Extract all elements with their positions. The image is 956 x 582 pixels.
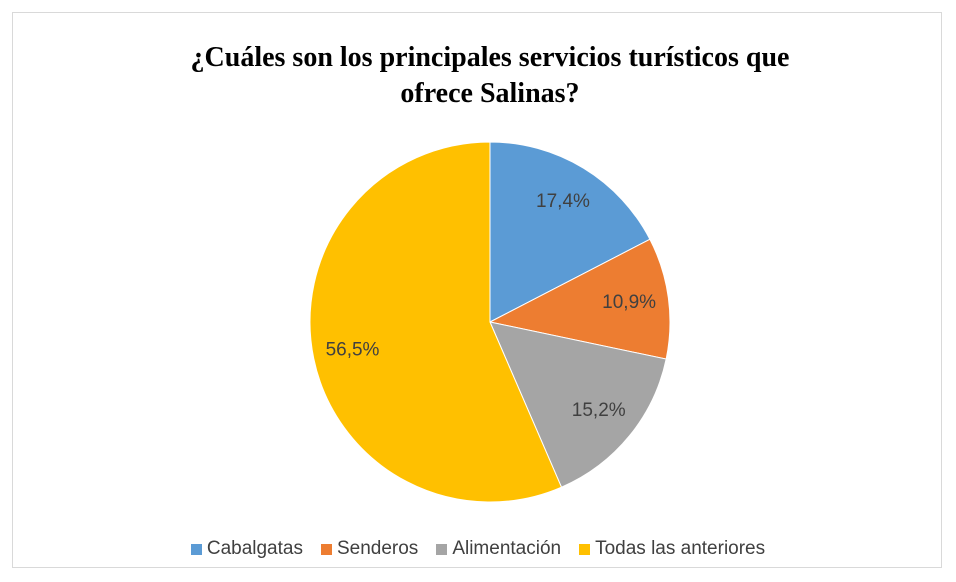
legend-swatch [436,543,448,555]
legend-swatch [579,543,591,555]
legend: Cabalgatas Senderos Alimentación Todas las … [0,538,956,560]
pie-slice [488,238,671,360]
data-label: 15,2% [572,400,626,421]
legend-item: Cabalgatas [190,538,303,560]
legend-label: Cabalgatas [206,538,303,559]
legend-swatch [190,543,202,555]
pie-slice [309,141,563,503]
data-label: 10,9% [602,292,656,313]
legend-item: Senderos [320,538,419,560]
pie-slice [489,141,651,323]
legend-label: Senderos [336,538,419,559]
legend-label: Alimentación [452,538,562,559]
pie-slice [489,321,667,488]
data-label: 56,5% [326,339,380,360]
legend-item: Alimentación [436,538,561,560]
legend-swatch [320,543,332,555]
legend-item: Todas las anteriores [579,538,765,560]
chart-title: ¿Cuáles son los principales servicios tu… [190,42,790,109]
chart-frame [12,12,942,568]
data-label: 17,4% [536,191,590,212]
legend-label: Todas las anteriores [595,538,766,559]
